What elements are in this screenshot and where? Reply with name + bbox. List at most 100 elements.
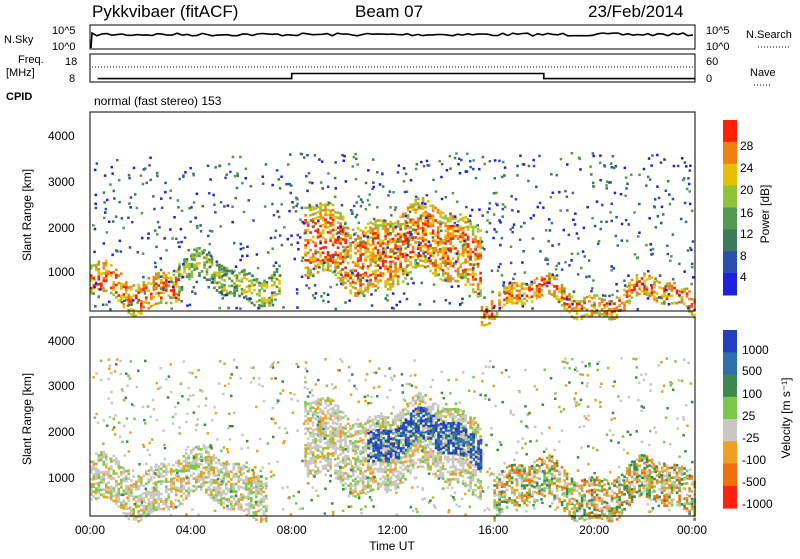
data-cell [215, 474, 218, 477]
data-cell [444, 260, 447, 263]
data-cell [324, 226, 327, 229]
data-cell [359, 470, 362, 473]
data-cell [486, 306, 489, 309]
data-cell [312, 424, 315, 427]
data-cell [387, 271, 390, 274]
data-cell [327, 409, 330, 412]
data-cell [662, 213, 665, 216]
data-cell [344, 437, 347, 440]
data-cell [327, 422, 330, 425]
data-cell [94, 169, 97, 172]
data-cell [313, 268, 316, 271]
data-cell [469, 283, 472, 286]
data-cell [125, 492, 128, 495]
data-cell [296, 198, 299, 201]
data-cell [429, 225, 432, 228]
data-cell [414, 229, 417, 232]
data-cell [552, 192, 555, 195]
data-cell [691, 298, 694, 301]
data-cell [369, 231, 372, 234]
data-cell [258, 475, 261, 478]
data-cell [638, 280, 641, 283]
data-cell [213, 482, 216, 485]
data-cell [481, 321, 484, 324]
data-cell [347, 272, 350, 275]
data-cell [577, 253, 580, 256]
data-cell [457, 478, 460, 481]
data-cell [381, 173, 384, 176]
data-cell [193, 460, 196, 463]
data-cell [223, 287, 226, 290]
data-cell [469, 421, 472, 424]
data-cell [409, 454, 412, 457]
data-cell [377, 232, 380, 235]
data-cell [263, 305, 266, 308]
data-cell [362, 451, 365, 454]
data-cell [349, 274, 352, 277]
data-cell [235, 483, 238, 486]
data-cell [153, 276, 156, 279]
data-cell [190, 462, 193, 465]
data-cell [334, 444, 337, 447]
data-cell [198, 255, 201, 258]
data-cell [592, 279, 595, 282]
data-cell [598, 240, 601, 243]
data-cell [263, 491, 266, 494]
data-cell [648, 275, 651, 278]
data-cell [432, 230, 435, 233]
data-cell [357, 455, 360, 458]
data-cell [536, 290, 539, 293]
data-cell [427, 265, 430, 268]
data-cell [659, 274, 662, 277]
data-cell [516, 297, 519, 300]
data-cell [394, 423, 397, 426]
data-cell [236, 274, 239, 277]
data-cell [407, 455, 410, 458]
data-cell [402, 416, 405, 419]
data-cell [317, 271, 320, 274]
data-cell [240, 478, 243, 481]
data-cell [196, 247, 199, 250]
data-cell [563, 305, 566, 308]
data-cell [469, 223, 472, 226]
data-cell [112, 220, 115, 223]
data-cell [173, 216, 176, 219]
data-cell [661, 287, 664, 290]
data-cell [133, 312, 136, 315]
data-cell [203, 256, 206, 259]
data-cell [432, 179, 435, 182]
data-cell [404, 242, 407, 245]
data-cell [228, 463, 231, 466]
data-cell [268, 302, 271, 305]
data-cell [424, 258, 427, 261]
data-cell [597, 243, 600, 246]
data-cell [223, 267, 226, 270]
data-cell [312, 256, 315, 259]
data-cell [626, 295, 629, 298]
data-cell [354, 458, 357, 461]
data-cell [374, 275, 377, 278]
data-cell [224, 273, 227, 276]
data-cell [433, 262, 436, 265]
data-cell [304, 247, 307, 250]
data-cell [645, 244, 648, 247]
data-cell [317, 231, 320, 234]
data-cell [312, 208, 315, 211]
data-cell [621, 223, 624, 226]
data-cell [372, 223, 375, 226]
data-cell [356, 163, 359, 166]
data-cell [240, 473, 243, 476]
data-cell [327, 417, 330, 420]
data-cell [367, 250, 370, 253]
data-cell [344, 477, 347, 480]
data-cell [339, 446, 342, 449]
data-cell [362, 246, 365, 249]
data-cell [120, 504, 123, 507]
data-cell [173, 470, 176, 473]
data-cell [173, 487, 176, 490]
data-cell [467, 476, 470, 479]
data-cell [447, 413, 450, 416]
data-cell [332, 447, 335, 450]
data-cell [626, 183, 629, 186]
data-cell [523, 163, 526, 166]
